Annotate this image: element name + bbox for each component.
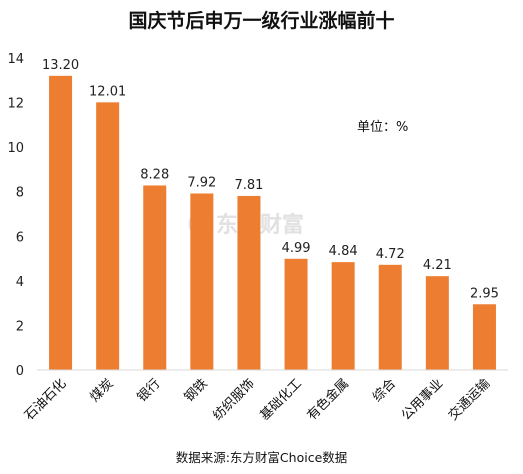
x-category-label: 公用事业	[399, 376, 446, 423]
bars-group	[49, 75, 496, 370]
bar	[472, 304, 496, 370]
bar-value-label: 4.21	[423, 258, 452, 273]
y-tick-label: 8	[16, 186, 24, 201]
bar	[49, 75, 73, 370]
y-tick-label: 14	[7, 52, 24, 67]
y-tick-label: 4	[16, 275, 24, 290]
x-axis: 石油石化 煤炭 银行 钢铁 纺织服饰 基础化工 有色金属 综合 公用事业 交通运输	[22, 376, 493, 424]
data-labels-group: 13.20 12.01 8.28 7.92 7.81 4.99 4.84 4.72 4.21 2.…	[42, 58, 499, 301]
bar-value-label: 12.01	[89, 84, 126, 99]
bar	[425, 276, 449, 370]
y-tick-label: 10	[7, 141, 24, 156]
bar	[96, 102, 120, 370]
x-category-label: 基础化工	[257, 376, 304, 423]
bar	[237, 195, 261, 370]
y-tick-label: 0	[16, 364, 24, 379]
bar	[331, 262, 355, 370]
x-category-label: 煤炭	[87, 376, 116, 405]
bar-value-label: 7.81	[234, 178, 263, 193]
unit-label: 单位：%	[357, 120, 408, 135]
source-note: 数据来源:东方财富Choice数据	[176, 450, 348, 465]
y-tick-label: 6	[16, 230, 24, 245]
bar-value-label: 4.99	[282, 241, 311, 256]
x-category-label: 银行	[135, 376, 164, 405]
chart-title: 国庆节后申万一级行业涨幅前十	[128, 9, 394, 32]
y-tick-label: 2	[16, 319, 24, 334]
x-category-label: 钢铁	[182, 376, 211, 405]
x-category-label: 交通运输	[445, 376, 493, 424]
x-category-label: 综合	[370, 376, 399, 405]
y-axis: 0 2 4 6 8 10 12 14	[7, 52, 24, 379]
x-category-label: 有色金属	[304, 376, 352, 424]
x-category-label: 石油石化	[22, 376, 69, 423]
bar-value-label: 4.72	[376, 247, 405, 262]
bar-value-label: 4.84	[329, 244, 358, 259]
bar	[378, 264, 402, 370]
bar	[143, 185, 167, 370]
bar-value-label: 7.92	[187, 175, 216, 190]
x-category-label: 纺织服饰	[210, 376, 257, 423]
bar	[190, 193, 214, 370]
bar-value-label: 13.20	[42, 58, 79, 73]
bar-value-label: 8.28	[140, 167, 169, 182]
bar-value-label: 2.95	[470, 286, 499, 301]
y-tick-label: 12	[7, 97, 24, 112]
bar	[284, 258, 308, 370]
